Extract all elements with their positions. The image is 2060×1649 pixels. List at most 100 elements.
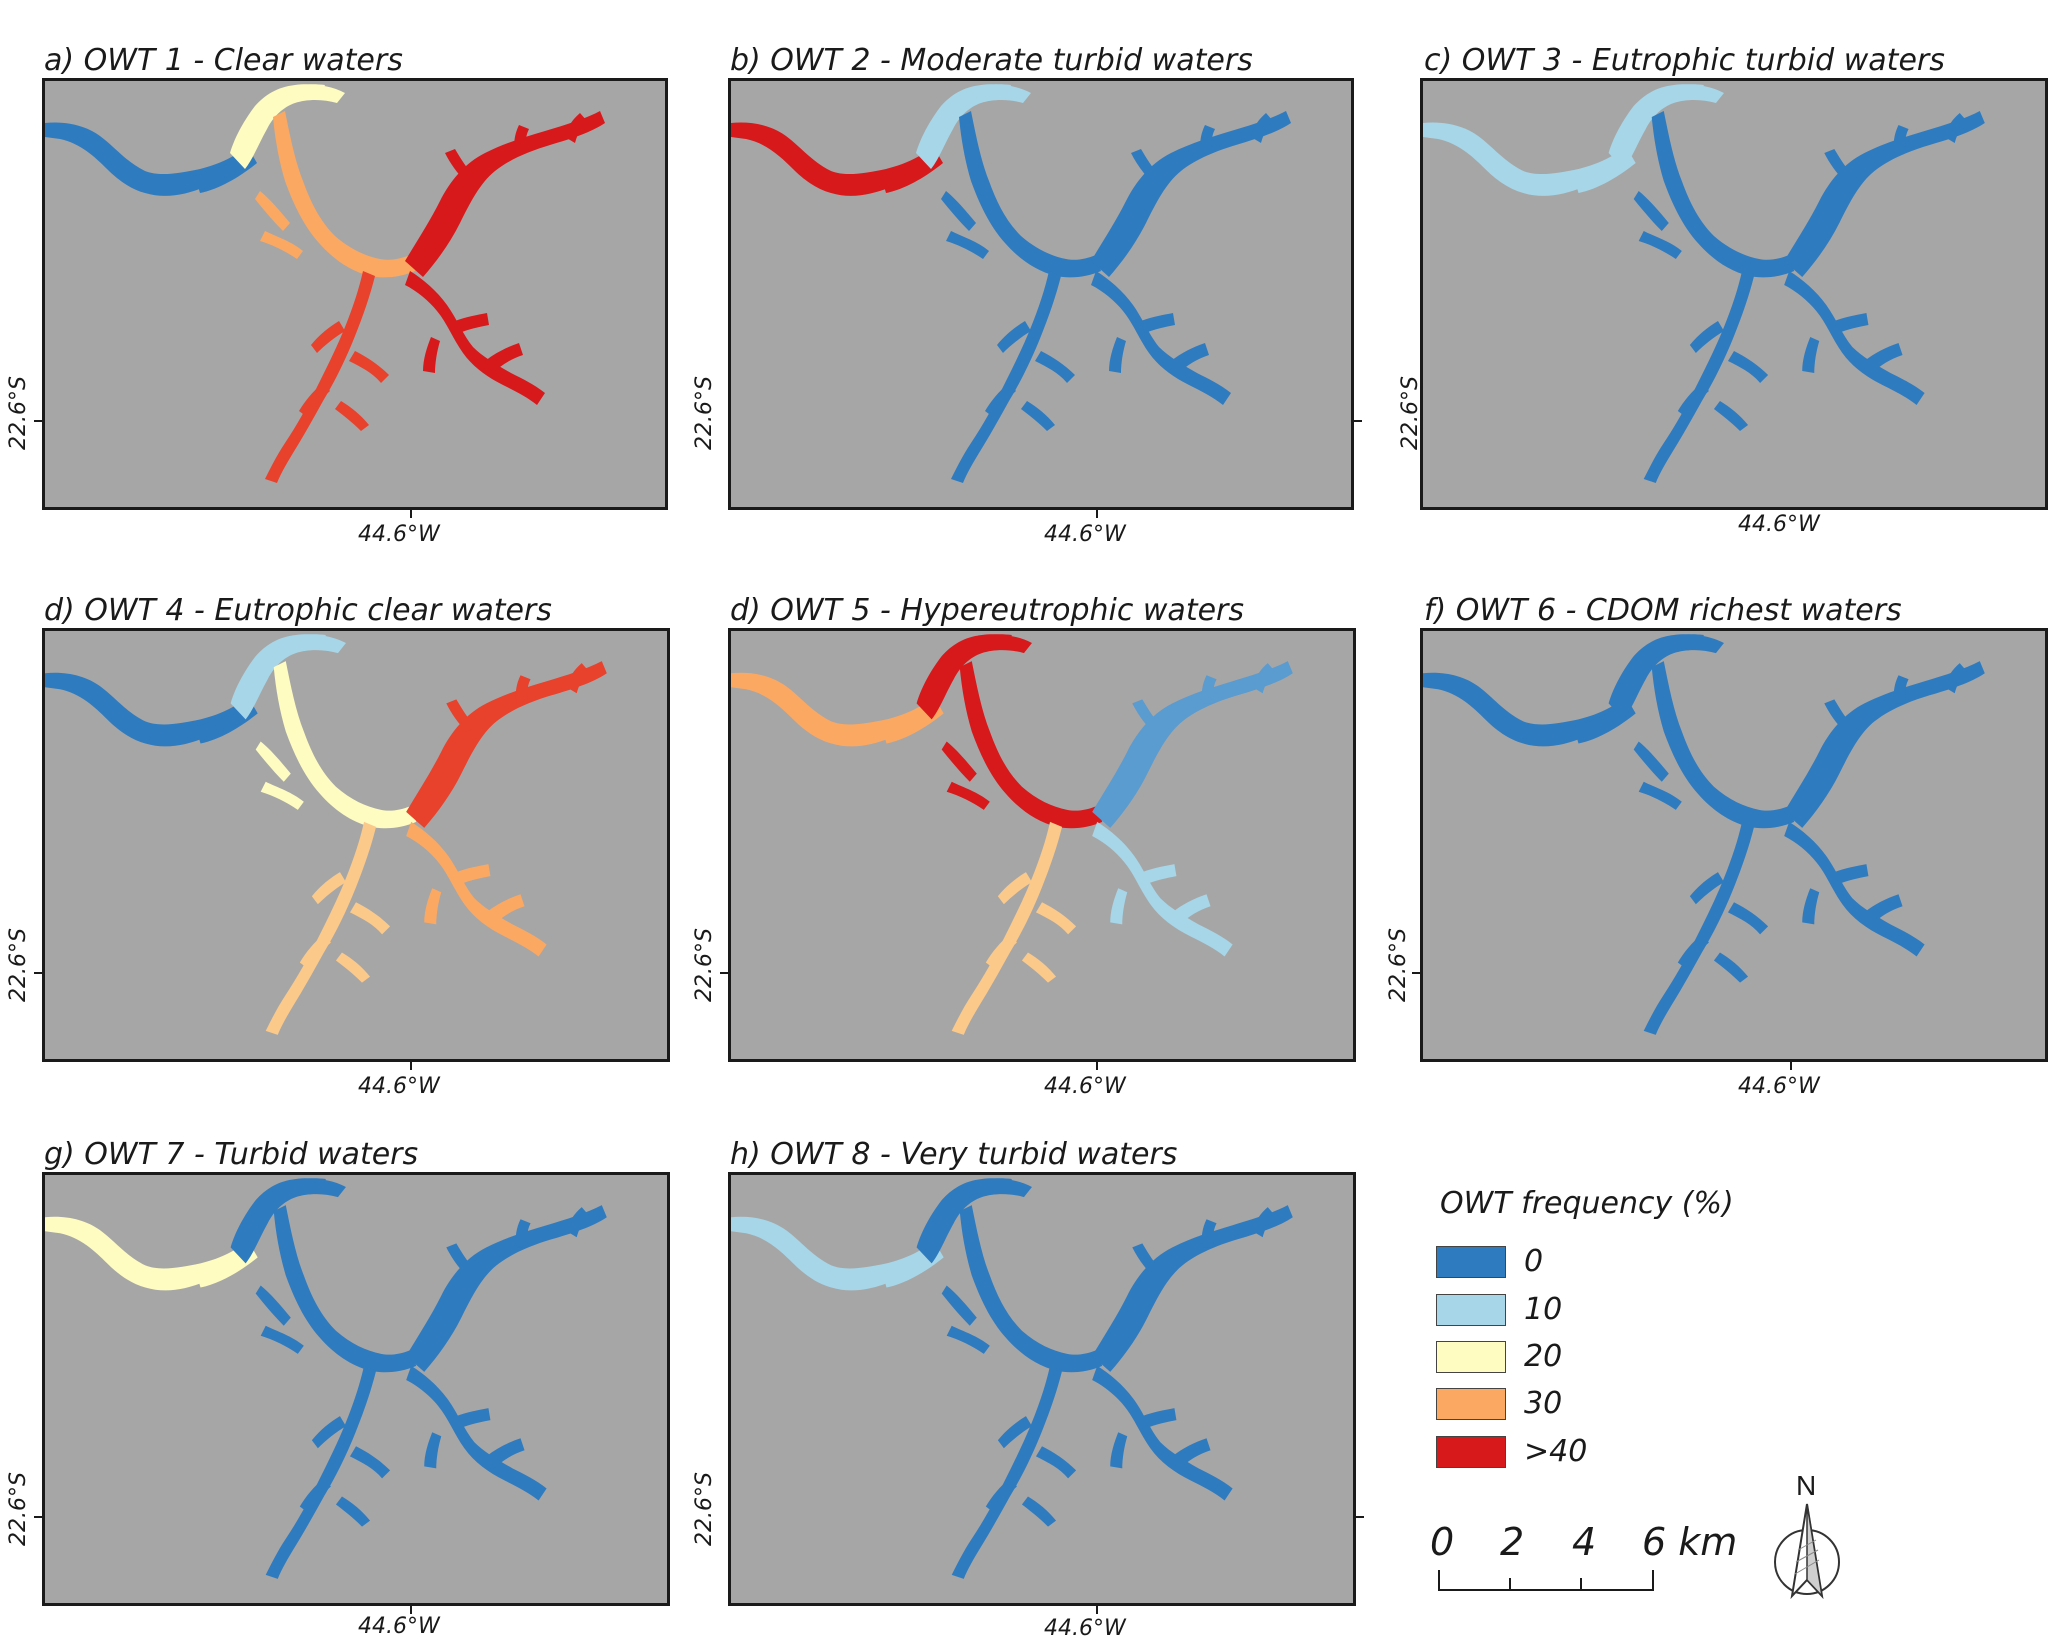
- scale-label-4: 4: [1572, 1520, 1597, 1564]
- central-channel: [941, 661, 1103, 829]
- central-channel: [941, 1205, 1103, 1373]
- southeast-arm: [406, 1365, 547, 1501]
- panel-a-lon-tick: [410, 510, 412, 518]
- map-panel-g: [42, 1172, 670, 1606]
- panel-h-lat-label: 22.6°S: [692, 1472, 717, 1546]
- south-arm: [1643, 821, 1769, 1035]
- central-channel: [255, 111, 415, 278]
- panel-b-lon-tick: [1096, 510, 1098, 518]
- panel-g-lon-label: 44.6°W: [358, 1614, 440, 1639]
- panel-a-lat-tick: [34, 420, 42, 422]
- legend-label: >40: [1524, 1434, 1588, 1469]
- east-arm: [405, 111, 605, 277]
- legend-swatch: [1436, 1294, 1506, 1326]
- reservoir-map-b: [731, 84, 1291, 483]
- southeast-arm: [1784, 271, 1925, 405]
- southeast-arm: [1092, 821, 1233, 957]
- scale-label-0: 0: [1430, 1520, 1455, 1564]
- east-arm: [1092, 1205, 1293, 1372]
- panel-d-title: d) OWT 4 - Eutrophic clear waters: [44, 593, 552, 628]
- panel-e-title: d) OWT 5 - Hypereutrophic waters: [730, 593, 1244, 628]
- reservoir-map-h: [731, 1178, 1293, 1579]
- legend-swatch: [1436, 1388, 1506, 1420]
- scale-bar: [1438, 1570, 1654, 1591]
- central-channel: [255, 661, 417, 829]
- west-arm: [45, 672, 258, 747]
- panel-b-lat-tick: [1354, 420, 1362, 422]
- panel-e-lon-tick: [1096, 1062, 1098, 1070]
- legend-title: OWT frequency (%): [1440, 1186, 1734, 1221]
- panel-f-lon-label: 44.6°W: [1738, 1074, 1820, 1099]
- southeast-arm: [405, 271, 545, 405]
- panel-h-lon-tick: [1096, 1606, 1098, 1614]
- south-arm: [265, 1365, 391, 1579]
- central-channel: [255, 1205, 417, 1373]
- panel-g-lon-tick: [410, 1606, 412, 1614]
- southeast-arm: [1092, 1365, 1233, 1501]
- north-arrow-label: N: [1796, 1470, 1817, 1501]
- scale-label-2: 2: [1500, 1520, 1525, 1564]
- panel-h-lat-tick: [1356, 1516, 1364, 1518]
- east-arm: [406, 1205, 607, 1372]
- legend-label: 30: [1524, 1386, 1563, 1421]
- map-panel-e: [728, 628, 1356, 1062]
- west-arm: [731, 672, 944, 747]
- panel-b-lon-label: 44.6°W: [1044, 522, 1126, 547]
- reservoir-map-g: [45, 1178, 607, 1579]
- panel-d-lat-label: 22.6°S: [6, 928, 31, 1002]
- panel-f-title: f) OWT 6 - CDOM richest waters: [1424, 593, 1902, 628]
- panel-h-title: h) OWT 8 - Very turbid waters: [730, 1137, 1178, 1172]
- east-arm: [1091, 111, 1291, 277]
- legend-label: 0: [1524, 1244, 1544, 1279]
- north-arrow-icon: [1774, 1503, 1840, 1600]
- west-arm: [731, 122, 943, 196]
- south-arm: [1643, 271, 1769, 483]
- panel-e-lat-tick: [720, 972, 728, 974]
- panel-c-title: c) OWT 3 - Eutrophic turbid waters: [1424, 43, 1945, 78]
- panel-e-lat-label: 22.6°S: [692, 928, 717, 1002]
- west-arm: [1423, 672, 1636, 747]
- south-arm: [265, 271, 389, 483]
- southeast-arm: [1784, 821, 1925, 957]
- reservoir-map-f: [1423, 634, 1985, 1035]
- west-arm: [731, 1216, 944, 1291]
- map-panel-c: [1420, 78, 2048, 510]
- panel-a-lon-label: 44.6°W: [358, 522, 440, 547]
- panel-g-lat-label: 22.6°S: [6, 1472, 31, 1546]
- panel-f-lat-tick: [1412, 972, 1420, 974]
- reservoir-map-d: [45, 634, 607, 1035]
- southeast-arm: [406, 821, 547, 957]
- east-arm: [406, 661, 607, 828]
- panel-g-lat-tick: [34, 1516, 42, 1518]
- central-channel: [1633, 661, 1795, 829]
- panel-a-lat-label: 22.6°S: [6, 376, 31, 450]
- legend-swatch: [1436, 1436, 1506, 1468]
- legend-label: 20: [1524, 1339, 1563, 1374]
- legend-label: 10: [1524, 1292, 1563, 1327]
- west-arm: [45, 1216, 258, 1291]
- panel-f-lat-label: 22.6°S: [1386, 928, 1411, 1002]
- legend-swatch: [1436, 1341, 1506, 1373]
- south-arm: [951, 821, 1077, 1035]
- south-arm: [951, 1365, 1077, 1579]
- reservoir-map-a: [45, 84, 605, 483]
- panel-d-lon-label: 44.6°W: [358, 1074, 440, 1099]
- south-arm: [265, 821, 391, 1035]
- central-channel: [941, 111, 1101, 278]
- panel-d-lon-tick: [410, 1062, 412, 1070]
- panel-c-lat-label: 22.6°S: [1398, 376, 1423, 450]
- map-panel-a: [42, 78, 668, 510]
- map-panel-b: [728, 78, 1354, 510]
- southeast-arm: [1091, 271, 1231, 405]
- east-arm: [1784, 661, 1985, 828]
- south-arm: [951, 271, 1075, 483]
- map-panel-f: [1420, 628, 2048, 1062]
- panel-a-title: a) OWT 1 - Clear waters: [44, 43, 403, 78]
- map-panel-h: [728, 1172, 1356, 1606]
- reservoir-map-c: [1423, 84, 1985, 483]
- legend-swatch: [1436, 1246, 1506, 1278]
- panel-c-lon-label: 44.6°W: [1738, 512, 1820, 537]
- panel-g-title: g) OWT 7 - Turbid waters: [44, 1137, 419, 1172]
- panel-h-lon-label: 44.6°W: [1044, 1616, 1126, 1641]
- central-channel: [1633, 111, 1795, 278]
